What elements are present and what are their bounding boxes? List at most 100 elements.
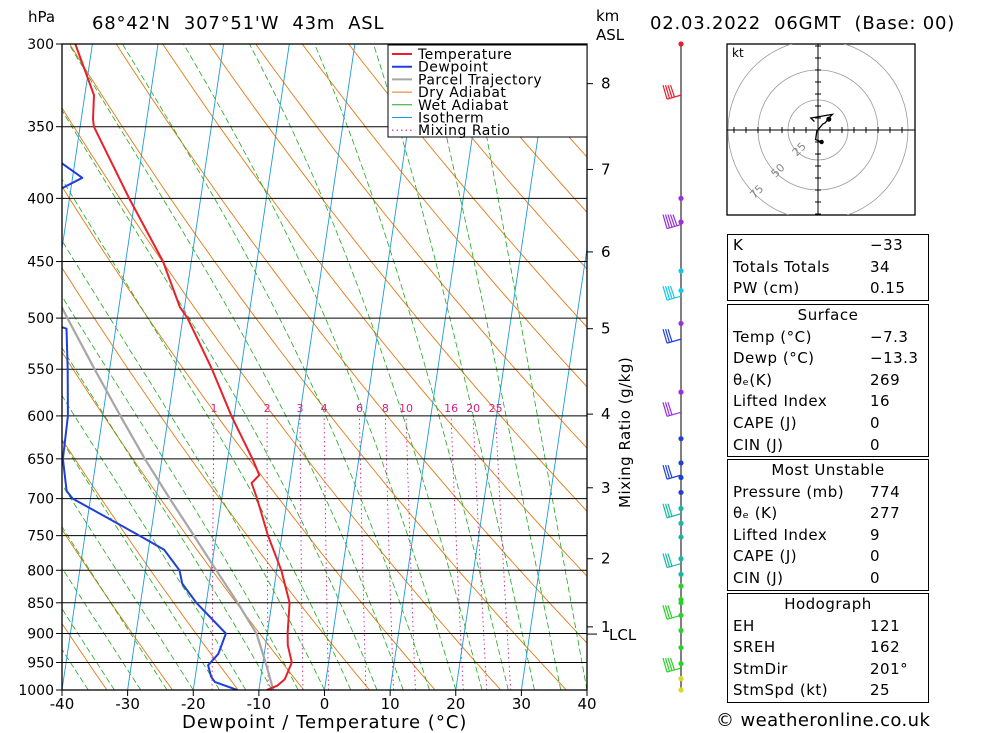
wind-barb-feather	[669, 285, 676, 299]
x-tick-label: -30	[115, 695, 140, 713]
dewpoint-line	[62, 162, 238, 690]
isotherm	[324, 44, 421, 690]
temperature-line	[74, 44, 293, 690]
legend-label: Wet Adiabat	[418, 98, 509, 114]
index-value: 25	[870, 681, 891, 700]
index-label: EH	[733, 616, 755, 635]
wet-adiabat	[373, 44, 535, 690]
index-label: Dewp (°C)	[733, 349, 815, 368]
index-row: θₑ(K) 269	[728, 370, 928, 392]
wind-level-dot	[678, 389, 684, 395]
isotherm	[62, 44, 159, 690]
wind-barb-feather	[667, 214, 673, 228]
index-label: Temp (°C)	[733, 327, 812, 346]
index-label: Lifted Index	[733, 525, 828, 544]
index-row: Dewp (°C) −13.3	[728, 348, 928, 370]
index-value: −33	[870, 236, 904, 254]
index-label: Pressure (mb)	[733, 482, 845, 501]
wind-level-dot	[678, 268, 684, 274]
pressure-label: 950	[27, 655, 54, 671]
mixing-ratio-line	[211, 415, 215, 690]
mixing-ratio-label: 16	[444, 402, 458, 415]
wind-level-dot	[678, 436, 684, 442]
wet-adiabat	[249, 44, 483, 690]
pressure-label: 1000	[18, 683, 54, 699]
index-row: Pressure (mb) 774	[728, 482, 928, 504]
pressure-label: 800	[27, 563, 54, 579]
x-axis-label: Dewpoint / Temperature (°C)	[182, 712, 467, 733]
wet-adiabat	[183, 44, 457, 690]
wind-barb-feather	[667, 286, 673, 299]
wind-level-dot	[678, 505, 684, 512]
mixing-ratio-line	[299, 415, 304, 690]
mixing-ratio-label: 20	[466, 402, 480, 415]
index-row: StmDir 201°	[728, 659, 928, 681]
x-tick-label: -10	[247, 695, 272, 713]
index-label: K	[733, 236, 744, 254]
mixing-ratio-axis-label: Mixing Ratio (g/kg)	[616, 357, 634, 508]
wind-barb-feather	[662, 84, 668, 100]
index-row: K −33	[728, 235, 928, 257]
wind-barb-feather	[662, 286, 668, 301]
dry-adiabat	[62, 185, 436, 690]
parcel-trajectory-line	[62, 305, 275, 690]
wind-barb-feather	[667, 84, 673, 98]
wind-level-dot	[678, 676, 684, 682]
panel-title: Surface	[797, 306, 859, 324]
mixing-ratio-label: 3	[296, 402, 303, 415]
mixing-ratio-line	[405, 415, 416, 690]
index-label: CAPE (J)	[733, 413, 798, 432]
index-label: Totals Totals	[733, 257, 830, 276]
index-value: 162	[870, 638, 901, 657]
mixing-ratio-line	[472, 415, 488, 690]
pressure-label: 900	[27, 626, 54, 642]
index-row: Temp (°C) −7.3	[728, 327, 928, 349]
index-row: StmSpd (kt) 25	[728, 680, 928, 702]
index-label: StmDir	[733, 659, 788, 678]
hodograph-start-dot	[819, 139, 824, 145]
mixing-ratio-line	[266, 415, 269, 690]
wind-barb-feather	[662, 214, 668, 229]
copyright: © weatheronline.co.uk	[716, 710, 931, 731]
wind-barb-feather	[664, 605, 671, 619]
dry-adiabat	[62, 438, 239, 690]
surface-panel: Surface Temp (°C) −7.3 Dewp (°C) −13.3 θₑ(K) 2…	[727, 304, 929, 458]
pressure-label: 500	[27, 311, 54, 327]
km-unit: km	[596, 7, 619, 25]
wind-level-dot	[678, 644, 684, 651]
index-value: 201°	[870, 659, 909, 678]
km-label: 3	[601, 479, 611, 497]
index-value: 0	[870, 568, 881, 587]
wind-barb-feather	[662, 464, 668, 480]
panel-title: Hodograph	[784, 595, 872, 613]
general-indices-panel: K −33 Totals Totals 34 PW (cm) 0.15	[727, 234, 929, 301]
index-value: 277	[870, 504, 901, 523]
wind-barb-feather	[662, 503, 668, 518]
mixing-ratio-label: 10	[399, 402, 413, 415]
wet-adiabat	[122, 44, 430, 690]
pressure-label: 400	[27, 191, 54, 207]
pressure-label: 700	[27, 492, 54, 508]
pressure-label: 550	[27, 362, 54, 378]
index-label: CAPE (J)	[733, 547, 798, 566]
isotherm	[127, 44, 225, 690]
mixing-ratio-label: 8	[382, 402, 389, 415]
wind-barb-feather	[667, 464, 673, 478]
mixing-ratio-line	[384, 415, 394, 690]
wet-adiabat	[62, 178, 352, 690]
hodograph-unit: kt	[732, 46, 744, 60]
km-label: 8	[601, 75, 611, 93]
wind-level-dot	[678, 556, 684, 562]
wind-barb-feather	[669, 84, 676, 98]
wind-barb-feather	[667, 605, 673, 619]
index-label: θₑ(K)	[733, 370, 773, 389]
index-value: 0	[870, 413, 881, 432]
index-value: 34	[870, 257, 891, 276]
wind-level-dot	[678, 474, 684, 481]
legend-label: Mixing Ratio	[418, 123, 510, 139]
x-tick-label: 40	[577, 695, 596, 713]
index-label: StmSpd (kt)	[733, 681, 829, 700]
lcl-label: LCL	[609, 626, 637, 644]
date-title: 02.03.2022 06GMT (Base: 00)	[650, 13, 955, 34]
